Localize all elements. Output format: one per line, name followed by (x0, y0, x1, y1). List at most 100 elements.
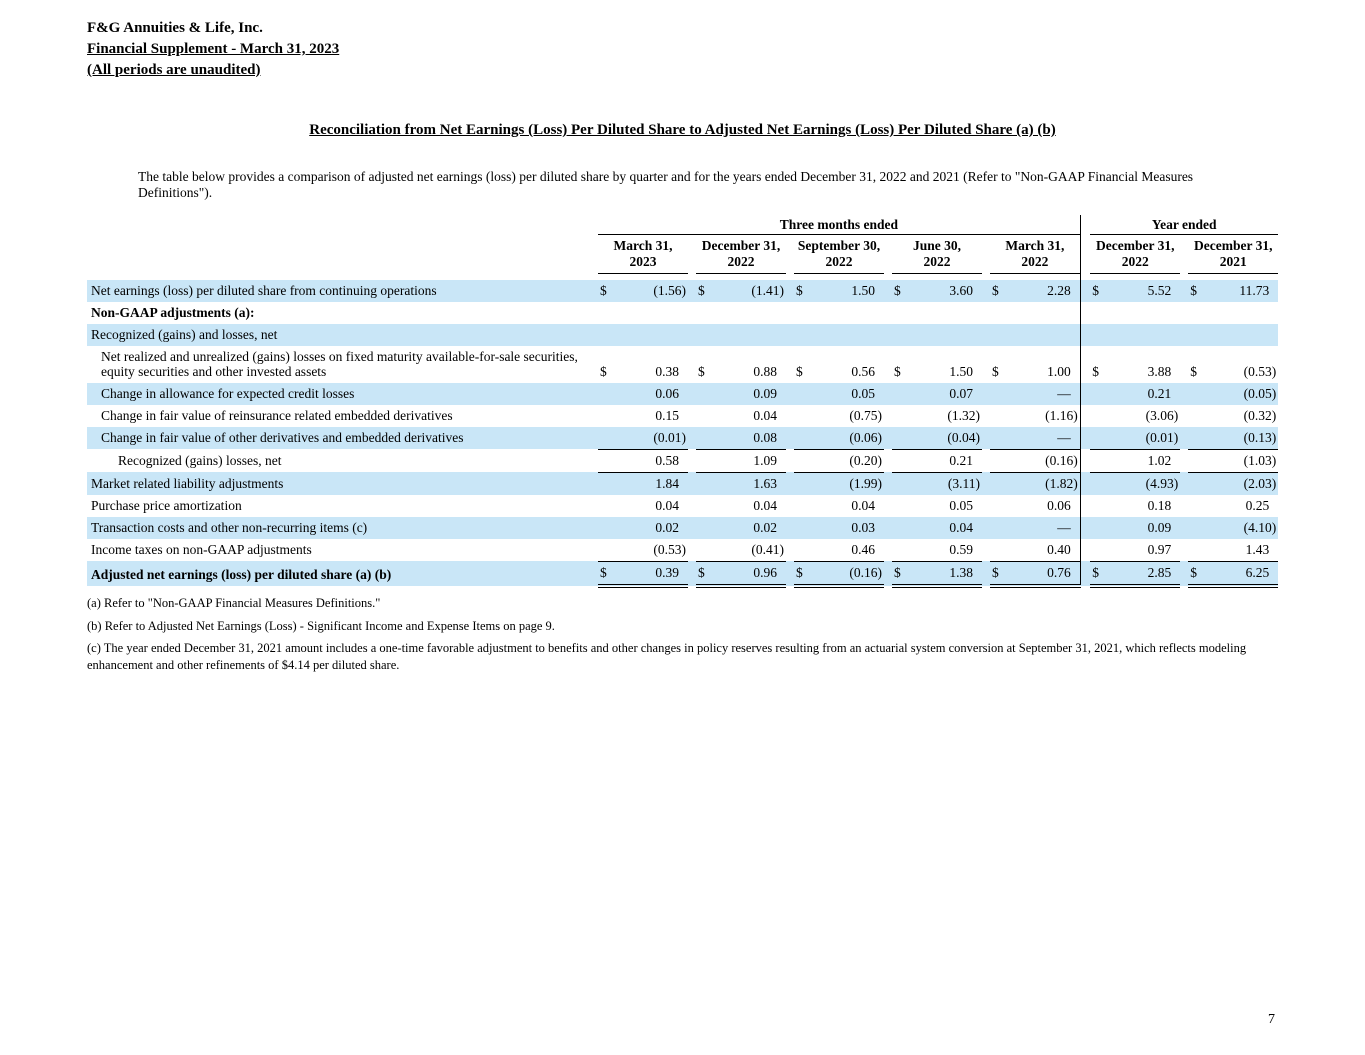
table-row: Adjusted net earnings (loss) per diluted… (87, 561, 1279, 588)
column-gap (688, 495, 696, 517)
dollar-sign (1090, 405, 1110, 427)
value-cell: 0.04 (753, 407, 777, 423)
value-cell: 0.04 (851, 497, 875, 513)
column-gap (982, 539, 990, 562)
group-header-row: Three months ended Year ended (87, 215, 1279, 235)
dollar-sign (1188, 495, 1208, 517)
row-label: Change in fair value of other derivative… (101, 430, 464, 445)
dollar-sign (598, 405, 618, 427)
value-cell: 1.50 (851, 282, 875, 298)
value-cell: 2.28 (1047, 282, 1071, 298)
table-group-divider (1079, 494, 1091, 517)
value-cell (1010, 302, 1080, 324)
value-cell: 5.52 (1147, 282, 1172, 298)
value-cell: 0.04 (949, 519, 973, 535)
dollar-sign: $ (1092, 363, 1099, 379)
supplement-title: Financial Supplement - March 31, 2023 (87, 41, 340, 57)
dollar-sign (1188, 449, 1209, 473)
column-gap (688, 539, 696, 562)
dollar-sign (1188, 538, 1209, 562)
dollar-sign: $ (1190, 363, 1197, 379)
dollar-sign (990, 538, 1010, 562)
section-title: Reconciliation from Net Earnings (Loss) … (309, 122, 1056, 138)
value-cell: 0.25 (1245, 497, 1270, 513)
dollar-sign (892, 383, 912, 405)
column-gap (884, 472, 892, 495)
value-cell: (0.16) (1010, 449, 1081, 473)
dollar-sign: $ (1188, 561, 1209, 588)
dollar-sign (696, 324, 716, 346)
value-cell: 11.73 (1239, 282, 1270, 298)
column-gap (688, 472, 696, 495)
value-cell: — (1057, 385, 1071, 401)
value-cell: (4.10) (1243, 519, 1277, 535)
dollar-sign (696, 302, 716, 324)
table-row: Transaction costs and other non-recurrin… (87, 516, 1279, 539)
table-row: Income taxes on non-GAAP adjustments (0.5… (87, 538, 1279, 562)
value-cell: 0.04 (655, 497, 679, 513)
value-cell: 1.02 (1110, 449, 1181, 473)
dollar-sign (892, 405, 912, 427)
group-header-three-months: Three months ended (598, 215, 1081, 235)
table-group-divider (1079, 472, 1091, 495)
dollar-sign (1090, 302, 1110, 324)
dollar-sign (598, 495, 618, 517)
value-cell (814, 302, 884, 324)
dollar-sign (990, 302, 1010, 324)
value-cell: (0.01) (618, 426, 688, 450)
column-gap (884, 539, 892, 562)
column-header: March 31, 2023 (598, 234, 688, 274)
dollar-sign (990, 383, 1010, 405)
dollar-sign (892, 426, 912, 450)
value-cell: (1.99) (849, 475, 882, 491)
dollar-sign (990, 472, 1010, 495)
value-cell: 0.96 (716, 561, 786, 588)
value-cell: (1.03) (1208, 449, 1279, 473)
unaudited-note: (All periods are unaudited) (87, 62, 261, 78)
dollar-sign: $ (1190, 282, 1197, 298)
row-label: Transaction costs and other non-recurrin… (91, 519, 368, 535)
value-cell: 0.08 (716, 426, 786, 450)
value-cell: 0.09 (1147, 519, 1172, 535)
dollar-sign: $ (992, 282, 999, 298)
value-cell (716, 302, 786, 324)
column-gap (786, 324, 794, 346)
column-gap (884, 427, 892, 450)
dollar-sign: $ (1092, 282, 1099, 298)
column-gap (1180, 324, 1188, 346)
value-cell: 0.21 (912, 449, 982, 473)
column-gap (1180, 383, 1188, 405)
dollar-sign: $ (600, 363, 607, 379)
column-gap (1180, 302, 1188, 324)
value-cell: (0.01) (1110, 426, 1181, 450)
dollar-sign (598, 538, 618, 562)
value-cell: 1.43 (1208, 538, 1279, 562)
column-gap (1180, 561, 1188, 586)
column-gap (1180, 539, 1188, 562)
dollar-sign (892, 495, 912, 517)
value-cell: 0.02 (655, 519, 679, 535)
reconciliation-table-body: Net earnings (loss) per diluted share fr… (87, 279, 1279, 588)
value-cell: 1.50 (949, 363, 973, 379)
dollar-sign (598, 324, 618, 346)
column-gap (786, 472, 794, 495)
value-cell: 1.09 (716, 449, 786, 473)
column-gap (884, 561, 892, 586)
dollar-sign (794, 383, 814, 405)
column-gap (982, 346, 990, 383)
row-label: Net realized and unrealized (gains) loss… (101, 348, 578, 379)
value-cell: (0.04) (912, 426, 982, 450)
dollar-sign (1090, 538, 1111, 562)
value-cell (912, 302, 982, 324)
dollar-sign (794, 517, 814, 539)
value-cell: (4.93) (1145, 475, 1179, 491)
table-group-divider (1079, 279, 1091, 302)
dollar-sign (892, 324, 912, 346)
value-cell (814, 324, 884, 346)
table-row: Change in fair value of reinsurance rela… (87, 404, 1278, 427)
column-gap (1180, 346, 1188, 383)
row-label: Purchase price amortization (91, 497, 242, 513)
value-cell: (2.03) (1243, 475, 1277, 491)
dollar-sign (598, 449, 618, 473)
column-gap (982, 280, 990, 302)
